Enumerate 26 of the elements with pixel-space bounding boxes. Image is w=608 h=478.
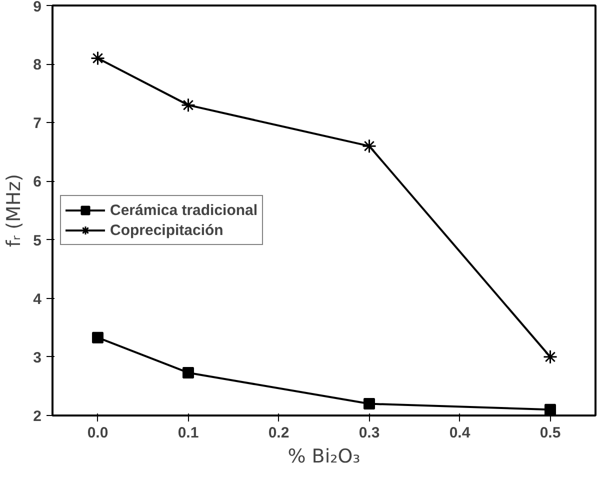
x-tick-label: 0.2 [268,424,290,442]
point [182,366,194,378]
x-tick-label: 0.1 [178,424,199,442]
y-axis-title: fᵣ (MHz) [3,174,26,248]
point [181,98,196,112]
point [544,404,556,416]
point [90,50,105,66]
legend-label: Coprecipitación [110,222,224,238]
x-tick-label: 0.0 [87,424,108,442]
y-tick-label: 5 [33,232,42,250]
point [92,332,104,344]
point [543,350,558,364]
y-tick-label: 8 [33,56,42,74]
x-axis-title: % Bi₂O₃ [288,446,360,468]
y-tick-label: 2 [33,408,42,425]
y-tick-label: 7 [33,115,42,132]
point [364,398,375,410]
y-tick-label: 4 [33,290,42,308]
y-tick-label: 3 [33,349,42,366]
point [362,138,376,154]
y-tick-label: 9 [33,0,42,16]
y-tick-label: 6 [33,174,42,191]
x-tick-label: 0.4 [449,424,471,442]
x-tick-label: 0.3 [358,424,380,442]
x-tick-label: 0.5 [540,424,561,442]
legend-label: Cerámica tradicional [110,202,258,218]
